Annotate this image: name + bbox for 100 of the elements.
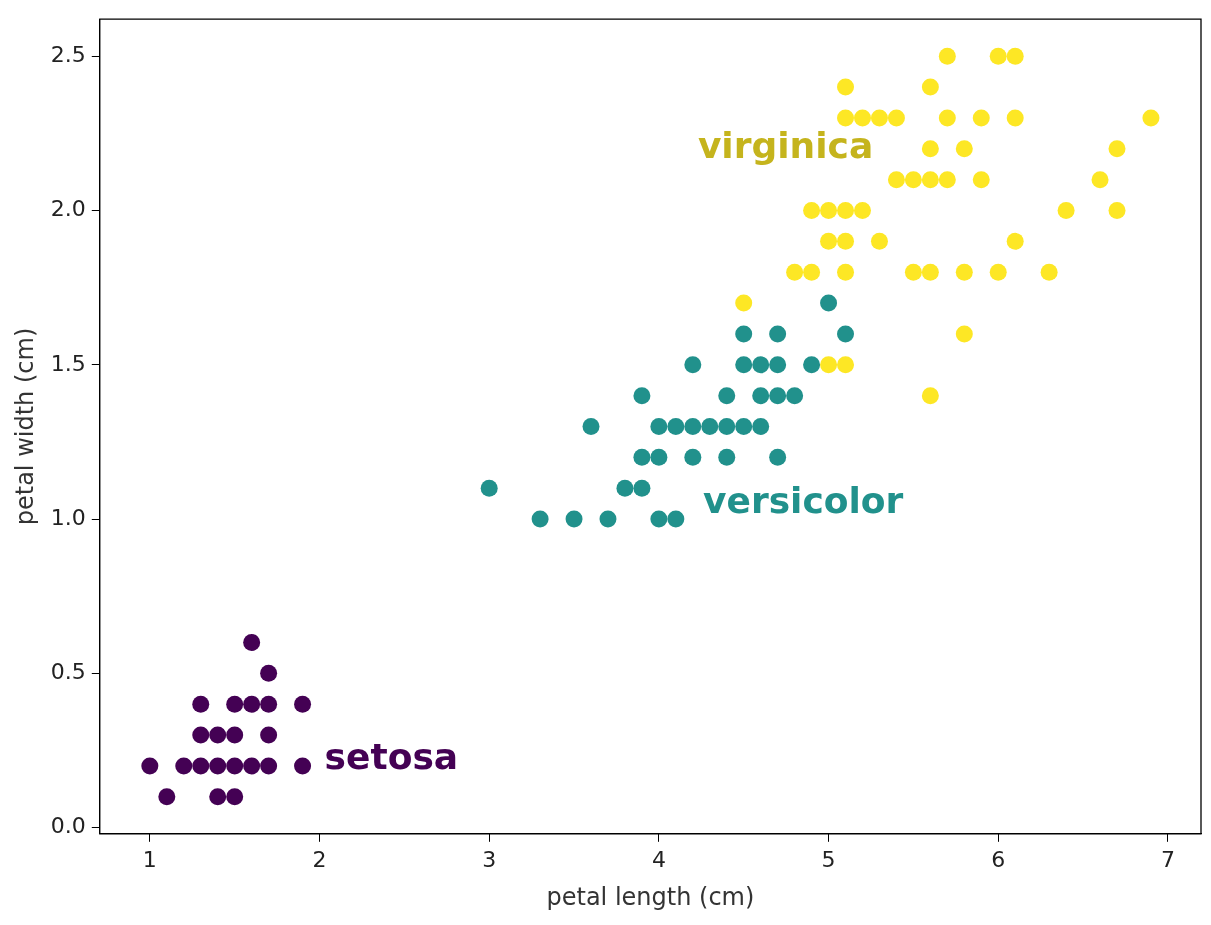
point (938, 109, 956, 127)
point (853, 202, 871, 220)
point (209, 726, 227, 744)
point (667, 510, 685, 528)
point (260, 726, 278, 744)
point (209, 788, 227, 806)
x-tick-label: 4 (651, 846, 666, 872)
point (752, 418, 770, 435)
point (650, 510, 668, 528)
point (921, 387, 939, 405)
point (650, 418, 668, 435)
point (735, 294, 753, 312)
point (820, 294, 838, 312)
point (667, 418, 685, 435)
point (718, 418, 736, 435)
point (1040, 263, 1058, 281)
point (616, 479, 634, 497)
point (955, 325, 973, 343)
point (735, 356, 753, 374)
point (1108, 202, 1126, 220)
point (803, 263, 821, 281)
point (684, 356, 702, 374)
point (684, 448, 702, 466)
point (684, 418, 702, 435)
y-axis-title: petal width (cm) (10, 327, 39, 526)
point (701, 418, 719, 435)
point (1057, 202, 1075, 220)
point (837, 232, 855, 250)
point (972, 171, 990, 189)
x-tick-label: 5 (821, 846, 836, 872)
point (633, 387, 651, 405)
y-tick-label: 2.0 (50, 196, 86, 222)
point (599, 510, 617, 528)
point (633, 479, 651, 497)
point (921, 263, 939, 281)
point (786, 263, 804, 281)
y-tick-label: 0.5 (50, 659, 86, 685)
point (192, 757, 210, 775)
point (786, 387, 804, 405)
x-tick-label: 6 (991, 846, 1006, 872)
point (650, 448, 668, 466)
point (938, 47, 956, 65)
point (735, 325, 753, 343)
x-tick-label: 7 (1160, 846, 1175, 872)
point (1091, 171, 1109, 189)
point (955, 140, 973, 158)
point (837, 263, 855, 281)
point (837, 109, 855, 127)
point (769, 356, 787, 374)
point (260, 757, 278, 775)
point (904, 263, 922, 281)
point (141, 757, 159, 775)
point (853, 109, 871, 127)
point (752, 356, 770, 374)
point (531, 510, 549, 528)
y-tick-label: 1.5 (50, 350, 86, 376)
point (1142, 109, 1160, 127)
point (243, 695, 261, 713)
point (718, 448, 736, 466)
point (243, 633, 261, 651)
point (158, 788, 176, 806)
point (820, 232, 838, 250)
x-axis-title: petal length (cm) (546, 882, 755, 911)
point (870, 109, 888, 127)
point (582, 418, 600, 435)
point (803, 356, 821, 374)
point (803, 202, 821, 220)
point (837, 325, 855, 343)
point (837, 356, 855, 374)
series-label: versicolor (702, 480, 904, 521)
point (837, 202, 855, 220)
point (633, 448, 651, 466)
point (294, 695, 312, 713)
series-label: setosa (324, 736, 459, 778)
point (769, 325, 787, 343)
point (735, 418, 753, 435)
point (955, 263, 973, 281)
point (260, 695, 278, 713)
point (887, 171, 905, 189)
point (565, 510, 583, 528)
point (769, 387, 787, 405)
point (718, 387, 736, 405)
point (1006, 109, 1024, 127)
point (972, 109, 990, 127)
point (226, 788, 244, 806)
point (480, 479, 498, 497)
point (904, 171, 922, 189)
series-label: virginica (697, 125, 874, 167)
x-tick-label: 2 (312, 846, 327, 872)
point (209, 757, 227, 775)
point (938, 171, 956, 189)
point (989, 263, 1007, 281)
point (837, 78, 855, 96)
point (1108, 140, 1126, 158)
point (1006, 47, 1024, 65)
point (752, 387, 770, 405)
point (175, 757, 193, 775)
point (921, 171, 939, 189)
x-tick-label: 3 (482, 846, 497, 872)
point (192, 726, 210, 744)
